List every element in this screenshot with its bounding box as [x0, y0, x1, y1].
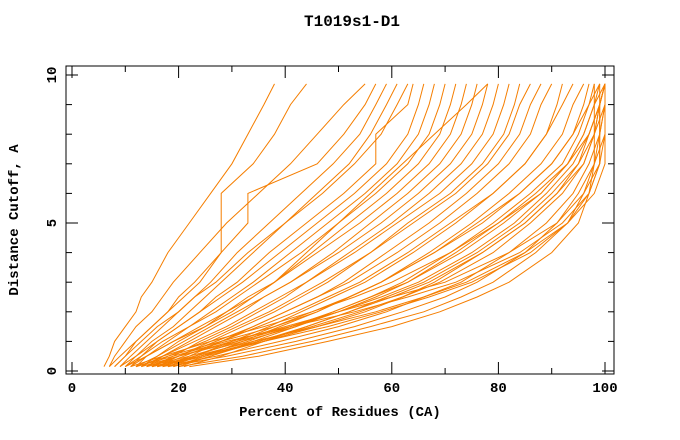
model-curve [108, 83, 366, 367]
model-curve [130, 83, 606, 368]
model-curves-group [103, 83, 606, 368]
model-curve [119, 83, 425, 368]
model-curve [146, 83, 478, 368]
model-curve [119, 83, 387, 367]
model-curve [151, 83, 606, 368]
chart-title: T1019s1-D1 [304, 13, 400, 31]
model-curve [157, 83, 574, 368]
model-curve [167, 83, 606, 368]
y-tick-label: 0 [45, 367, 61, 375]
model-curve [178, 83, 595, 368]
model-curve [146, 83, 606, 368]
model-curve [141, 83, 457, 368]
model-curve [173, 83, 585, 368]
x-tick-label: 60 [383, 381, 400, 397]
model-curve [151, 83, 553, 368]
x-axis-label: Percent of Residues (CA) [239, 405, 441, 421]
model-curve [157, 83, 521, 368]
model-curve [135, 83, 489, 368]
x-tick-label: 0 [68, 381, 76, 397]
model-curve [157, 83, 606, 368]
model-curve [125, 83, 489, 368]
model-curve [141, 83, 510, 368]
model-curve [114, 83, 409, 367]
axes-group: 0 20 40 60 80 100 0 5 10 [45, 65, 618, 397]
model-curve [162, 83, 590, 368]
model-curve [108, 83, 307, 367]
y-axis-label: Distance Cutoff, A [7, 144, 23, 296]
model-curve [167, 83, 563, 368]
plot-frame [65, 65, 615, 375]
model-curve [125, 83, 446, 368]
y-tick-label: 5 [45, 219, 61, 227]
model-curve [141, 83, 606, 368]
model-curve [162, 83, 606, 368]
x-tick-label: 100 [592, 381, 617, 397]
model-curve [124, 83, 398, 367]
model-curve [103, 83, 275, 367]
model-curve [178, 83, 606, 368]
model-curve [151, 83, 499, 368]
x-tick-label: 80 [490, 381, 507, 397]
model-curve [146, 83, 531, 368]
x-tick-label: 40 [277, 381, 294, 397]
model-curve [135, 83, 601, 368]
model-curve [151, 83, 606, 368]
model-curve [135, 83, 435, 367]
model-curve [189, 83, 606, 368]
y-tick-label: 10 [45, 67, 61, 84]
model-curve [135, 83, 595, 368]
x-tick-label: 20 [170, 381, 187, 397]
